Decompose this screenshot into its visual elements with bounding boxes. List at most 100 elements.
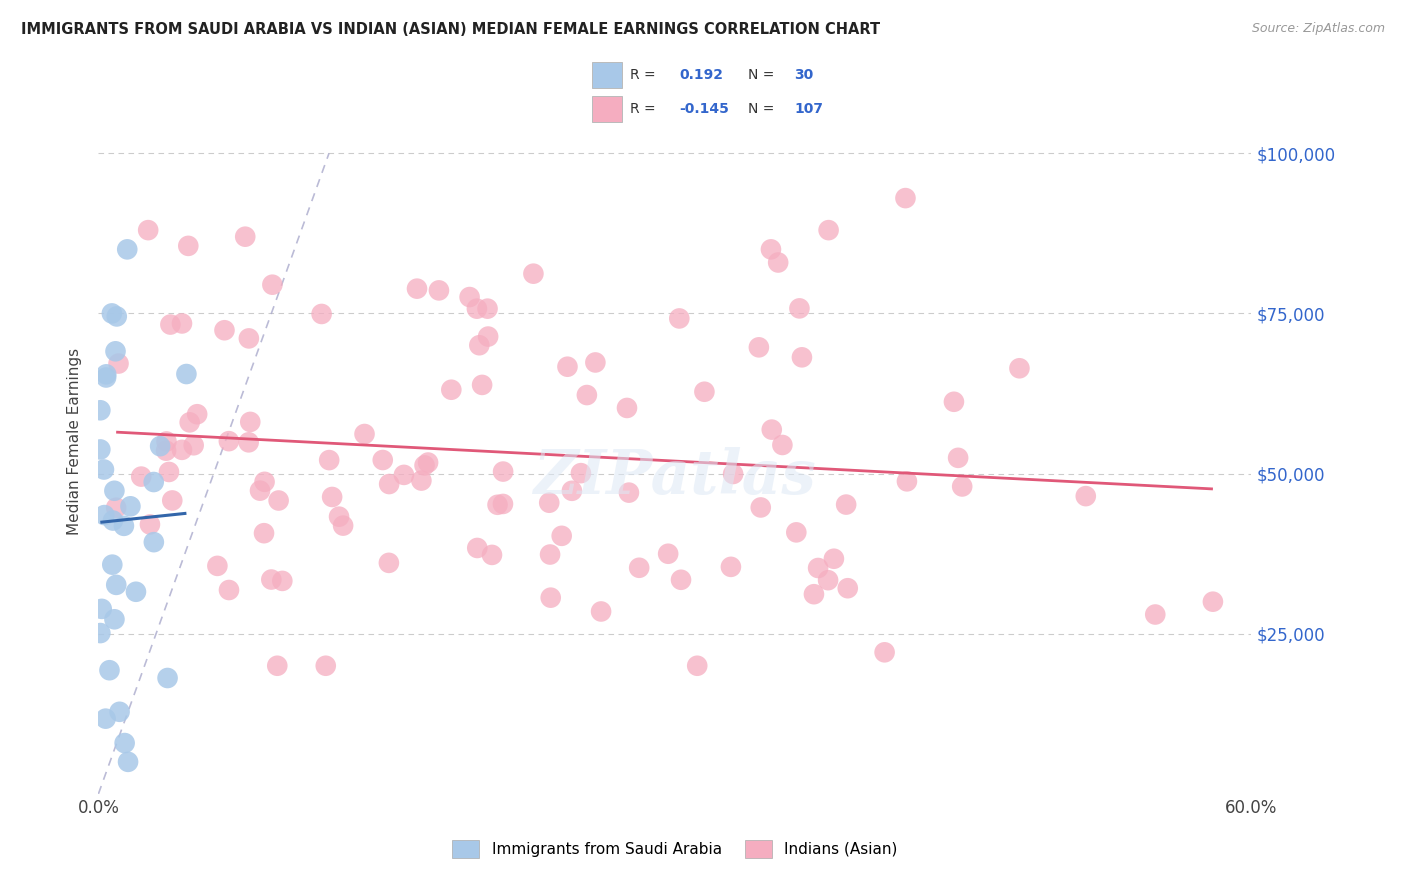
Point [90, 602, 112, 616]
Point [789, 301, 811, 316]
Point [353, 427, 375, 442]
Point [616, 401, 638, 415]
Point [416, 456, 439, 470]
Text: 0.192: 0.192 [679, 68, 724, 82]
Point [942, 394, 965, 409]
Point [668, 311, 690, 326]
Point [748, 340, 770, 354]
Point [550, 529, 572, 543]
Text: 30: 30 [794, 68, 814, 82]
Point [591, 605, 613, 619]
Point [89, 442, 111, 457]
Text: N =: N = [748, 102, 779, 116]
Point [946, 450, 969, 465]
Point [321, 490, 343, 504]
Point [142, 535, 165, 549]
Point [522, 267, 544, 281]
Point [817, 573, 839, 587]
Point [770, 438, 793, 452]
Point [94, 370, 117, 384]
Point [378, 477, 401, 491]
Point [657, 547, 679, 561]
Point [253, 475, 276, 489]
Point [561, 483, 583, 498]
Point [105, 500, 128, 515]
Point [142, 475, 165, 489]
Point [465, 541, 488, 555]
Point [117, 755, 139, 769]
Point [105, 578, 128, 592]
Point [1144, 607, 1167, 622]
Point [817, 223, 839, 237]
Point [486, 498, 509, 512]
Point [492, 465, 515, 479]
Point [950, 479, 973, 493]
Point [238, 435, 260, 450]
Point [155, 443, 177, 458]
Text: Source: ZipAtlas.com: Source: ZipAtlas.com [1251, 22, 1385, 36]
Point [186, 407, 208, 421]
Point [103, 612, 125, 626]
Point [807, 561, 830, 575]
Point [98, 663, 121, 677]
Point [873, 645, 896, 659]
Text: 107: 107 [794, 102, 824, 116]
Bar [592, 62, 621, 88]
Point [155, 434, 177, 449]
Point [176, 367, 198, 381]
Legend: Immigrants from Saudi Arabia, Indians (Asian): Immigrants from Saudi Arabia, Indians (A… [446, 834, 904, 863]
Point [761, 423, 783, 437]
Point [101, 558, 124, 572]
Point [790, 351, 813, 365]
Point [103, 483, 125, 498]
Point [328, 509, 350, 524]
Point [93, 462, 115, 476]
Point [218, 582, 240, 597]
Point [318, 453, 340, 467]
Point [96, 368, 118, 382]
Bar [592, 95, 621, 122]
Point [214, 323, 236, 337]
Point [266, 658, 288, 673]
Point [249, 483, 271, 498]
Point [332, 518, 354, 533]
Point [583, 355, 606, 369]
Point [413, 458, 436, 473]
Point [136, 223, 159, 237]
Point [104, 344, 127, 359]
Point [538, 496, 561, 510]
Point [371, 453, 394, 467]
Point [766, 255, 789, 269]
Point [1202, 595, 1225, 609]
Text: R =: R = [630, 102, 659, 116]
Point [477, 329, 499, 343]
Point [896, 475, 918, 489]
Point [105, 310, 128, 324]
Point [162, 493, 184, 508]
Point [159, 318, 181, 332]
Point [749, 500, 772, 515]
Point [557, 359, 579, 374]
Point [170, 442, 193, 457]
Point [114, 736, 136, 750]
Point [721, 467, 744, 481]
Point [239, 415, 262, 429]
Y-axis label: Median Female Earnings: Median Female Earnings [67, 348, 83, 535]
Point [427, 284, 450, 298]
Point [233, 229, 256, 244]
Point [101, 514, 124, 528]
Point [894, 191, 917, 205]
Point [477, 301, 499, 316]
Point [440, 383, 463, 397]
Point [170, 317, 193, 331]
Point [785, 525, 807, 540]
Point [540, 591, 562, 605]
Point [575, 388, 598, 402]
Point [686, 658, 709, 673]
Point [117, 243, 139, 257]
Point [481, 548, 503, 562]
Point [267, 493, 290, 508]
Point [538, 548, 561, 562]
Point [803, 587, 825, 601]
Point [107, 357, 129, 371]
